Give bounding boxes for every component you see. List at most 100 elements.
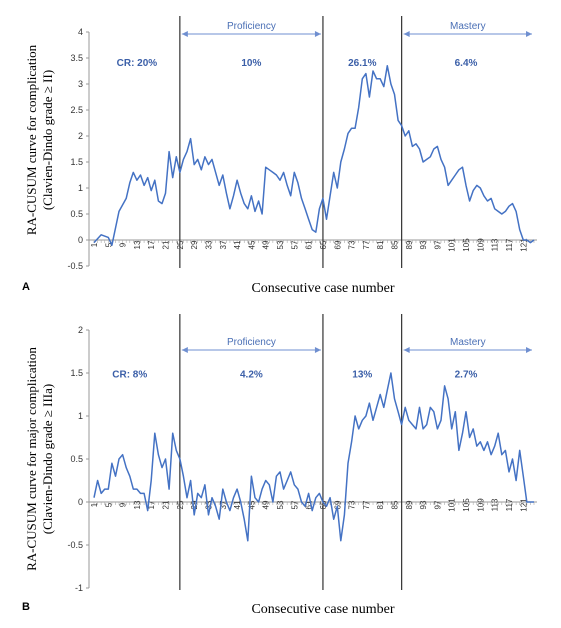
x-tick-label: 1 [90,502,99,507]
phase-arrow-head-right [314,31,321,37]
phase-label: Mastery [450,21,486,32]
panel-b-chart: -1-0.500.511.521591317212529333741454953… [22,314,537,617]
phase-label: Proficiency [227,21,276,32]
y-tick-label: 3 [78,79,83,89]
x-tick-label: 101 [448,498,457,512]
x-tick-label: 121 [519,498,528,512]
phase-arrow-head-right [314,347,321,353]
phase-arrow-head-left [181,31,188,37]
x-tick-label: 45 [247,500,256,509]
y-tick-label: 2 [78,131,83,141]
x-tick-label: 53 [276,240,285,249]
panel-letter: A [22,281,30,293]
x-tick-label: 113 [491,498,500,511]
panel-letter: B [22,601,30,613]
phase-arrow-head-left [403,347,410,353]
x-tick-label: 81 [376,240,385,249]
x-axis-label: Consecutive case number [251,602,394,617]
x-tick-label: 69 [333,500,342,509]
y-tick-label: 3.5 [70,53,83,63]
x-tick-label: 9 [119,502,128,507]
x-tick-label: 33 [204,240,213,249]
x-tick-label: 117 [505,238,514,251]
x-tick-label: 121 [519,238,528,252]
y-tick-label: 1 [78,183,83,193]
phase-arrow-head-right [526,31,532,37]
x-tick-label: 13 [133,240,142,249]
x-tick-label: 49 [262,500,271,509]
x-tick-label: 49 [262,240,271,249]
x-tick-label: 117 [505,498,514,511]
x-tick-label: 89 [405,240,414,249]
x-axis-label: Consecutive case number [251,281,394,296]
y-tick-label: 1.5 [70,368,83,378]
x-tick-label: 85 [390,500,399,509]
y-tick-label: 0 [78,497,83,507]
x-tick-label: 17 [147,500,156,509]
cr-label: 6.4% [455,58,478,69]
cr-label: 2.7% [455,369,478,380]
cr-label: 26.1% [348,58,376,69]
x-tick-label: 21 [162,500,171,509]
x-tick-label: 93 [419,240,428,249]
x-tick-label: 29 [190,500,199,509]
cusum-series-line [93,372,534,542]
x-tick-label: 93 [419,500,428,509]
x-tick-label: 45 [247,240,256,249]
y-tick-label: 0.5 [70,454,83,464]
y-tick-label: 0.5 [70,209,83,219]
x-tick-label: 5 [104,242,113,247]
y-axis-label-line2: (Clavien-Dindo grade ≥ II) [40,70,55,210]
cr-label: 10% [241,58,261,69]
x-tick-label: 37 [219,500,228,509]
x-tick-label: 9 [119,242,128,247]
x-tick-label: 109 [476,238,485,252]
x-tick-label: 29 [190,240,199,249]
y-tick-label: -0.5 [67,261,83,271]
x-tick-label: 21 [162,240,171,249]
x-tick-label: 105 [462,238,471,252]
x-tick-label: 97 [433,500,442,509]
y-tick-label: -1 [75,583,83,593]
y-axis-label-line1: RA-CUSUM curve for major complication [24,347,39,571]
x-tick-label: 1 [90,242,99,247]
y-tick-label: 2.5 [70,105,83,115]
x-tick-label: 41 [233,240,242,249]
phase-arrow-head-right [526,347,532,353]
y-axis-label-line1: RA-CUSUM curve for complication [24,44,39,235]
x-tick-label: 61 [305,500,314,509]
y-axis-label-line2: (Clavien-Dindo grade ≥ IIIa) [40,384,55,534]
x-tick-label: 57 [290,240,299,249]
x-tick-label: 61 [305,240,314,249]
x-tick-label: 73 [348,500,357,509]
y-tick-label: 1 [78,411,83,421]
x-tick-label: 41 [233,500,242,509]
x-tick-label: 77 [362,240,371,249]
x-tick-label: 85 [390,240,399,249]
x-tick-label: 77 [362,500,371,509]
x-tick-label: 5 [104,502,113,507]
y-tick-label: 0 [78,235,83,245]
x-tick-label: 109 [476,498,485,512]
phase-label: Proficiency [227,337,276,348]
x-tick-label: 17 [147,240,156,249]
x-tick-label: 113 [491,238,500,251]
x-tick-label: 13 [133,500,142,509]
cr-label: CR: 20% [117,58,158,69]
y-tick-label: 2 [78,325,83,335]
y-tick-label: -0.5 [67,540,83,550]
y-tick-label: 1.5 [70,157,83,167]
x-tick-label: 33 [204,500,213,509]
panel-a-chart: -0.500.511.522.533.541591317212529333741… [22,16,537,296]
x-tick-label: 53 [276,500,285,509]
x-tick-label: 37 [219,240,228,249]
x-tick-label: 73 [348,240,357,249]
phase-label: Mastery [450,337,486,348]
cusum-series-line [93,65,535,246]
cr-label: CR: 8% [112,369,147,380]
x-tick-label: 97 [433,240,442,249]
x-tick-label: 101 [448,238,457,252]
x-tick-label: 57 [290,500,299,509]
phase-arrow-head-left [181,347,188,353]
